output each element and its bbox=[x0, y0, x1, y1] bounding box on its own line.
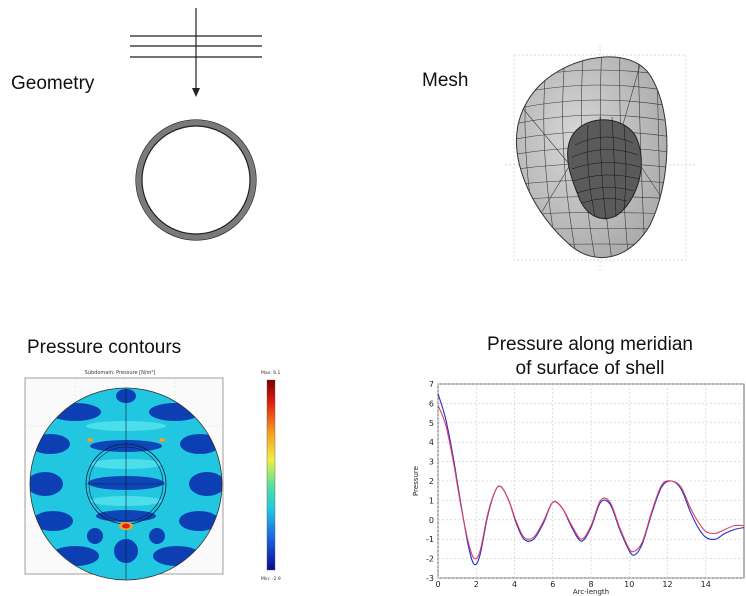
y-tick-label: -2 bbox=[426, 555, 434, 564]
meridian-title-line2: of surface of shell bbox=[515, 358, 665, 379]
mesh-3d-render bbox=[505, 45, 695, 270]
y-tick-label: 6 bbox=[429, 399, 434, 408]
y-tick-label: -1 bbox=[426, 535, 434, 544]
mesh-inner-cavity bbox=[567, 119, 642, 219]
shell-ring-inner bbox=[141, 125, 251, 235]
arrow-down-icon bbox=[192, 8, 200, 97]
x-tick-label: 0 bbox=[435, 580, 440, 589]
y-tick-label: 5 bbox=[429, 419, 434, 428]
y-tick-label: 3 bbox=[429, 458, 434, 467]
x-tick-label: 6 bbox=[550, 580, 555, 589]
contours-label: Pressure contours bbox=[27, 337, 182, 358]
series-line-1 bbox=[437, 393, 745, 566]
x-tick-label: 4 bbox=[512, 580, 517, 589]
x-tick-label: 12 bbox=[662, 580, 672, 589]
colorbar-max: Max: 6.1 bbox=[261, 370, 281, 376]
series-line-2 bbox=[437, 405, 745, 560]
geometry-label: Geometry bbox=[11, 73, 95, 94]
y-tick-label: 1 bbox=[429, 496, 434, 505]
y-tick-label: 0 bbox=[429, 516, 434, 525]
colorbar-min: Min: -2.9 bbox=[261, 576, 281, 582]
x-tick-label: 8 bbox=[588, 580, 593, 589]
y-tick-label: 2 bbox=[429, 477, 434, 486]
x-axis-label: Arc-length bbox=[573, 588, 609, 596]
x-tick-label: 14 bbox=[701, 580, 711, 589]
shell-ring bbox=[135, 119, 257, 241]
y-axis-label: Pressure bbox=[412, 466, 420, 496]
contour-plot-title: Subdomain: Pressure [N/m²] bbox=[85, 370, 156, 376]
x-tick-label: 10 bbox=[624, 580, 634, 589]
pressure-contour-plot: Subdomain: Pressure [N/m²] bbox=[24, 370, 281, 582]
colorbar bbox=[266, 379, 276, 571]
y-tick-label: 7 bbox=[429, 380, 434, 389]
meridian-title: Pressure along meridian of surface of sh… bbox=[440, 333, 740, 381]
contour-hotspot bbox=[119, 522, 133, 530]
y-tick-label: 4 bbox=[429, 438, 434, 447]
y-tick-label: -3 bbox=[426, 574, 434, 583]
shell-ring-fill bbox=[136, 120, 256, 240]
mesh-label: Mesh bbox=[422, 70, 469, 91]
mesh-cavity-grid bbox=[571, 116, 641, 221]
meridian-title-line1: Pressure along meridian bbox=[487, 334, 693, 355]
x-tick-label: 2 bbox=[474, 580, 479, 589]
incident-wave-lines bbox=[130, 35, 262, 58]
